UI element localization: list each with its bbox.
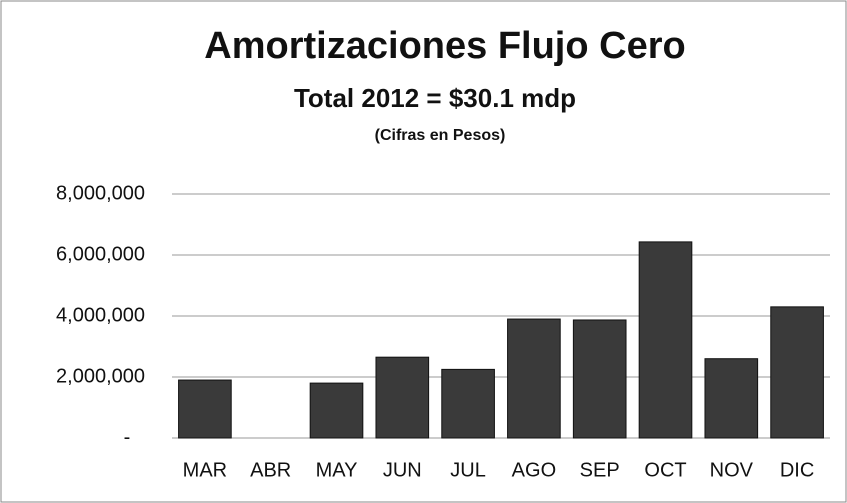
bar — [441, 368, 495, 439]
bar — [770, 306, 824, 439]
x-tick-label: MAY — [316, 459, 358, 481]
y-tick-label: 6,000,000 — [56, 243, 145, 265]
x-tick-label: OCT — [644, 459, 686, 481]
x-tick-label: AGO — [512, 459, 556, 481]
x-tick-label: MAR — [183, 459, 227, 481]
x-tick-label: SEP — [580, 459, 620, 481]
bar — [507, 318, 561, 439]
bar — [572, 319, 627, 439]
y-tick-label: 2,000,000 — [56, 365, 145, 387]
chart-title: Amortizaciones Flujo Cero — [204, 25, 685, 67]
bar — [638, 241, 693, 439]
x-tick-label: NOV — [710, 459, 754, 481]
y-tick-label: 8,000,000 — [56, 182, 145, 204]
bar — [704, 358, 759, 439]
y-tick-label: 4,000,000 — [56, 304, 145, 326]
x-tick-label: ABR — [250, 459, 291, 481]
bar — [178, 379, 232, 439]
x-tick-label: JUN — [383, 459, 422, 481]
bar — [375, 356, 430, 439]
y-tick-label: - — [124, 426, 131, 448]
x-tick-label: DIC — [780, 459, 814, 481]
chart-subtitle: Total 2012 = $30.1 mdp — [294, 83, 576, 113]
bar — [309, 382, 364, 439]
chart-note: (Cifras en Pesos) — [375, 127, 506, 144]
x-tick-label: JUL — [450, 459, 486, 481]
